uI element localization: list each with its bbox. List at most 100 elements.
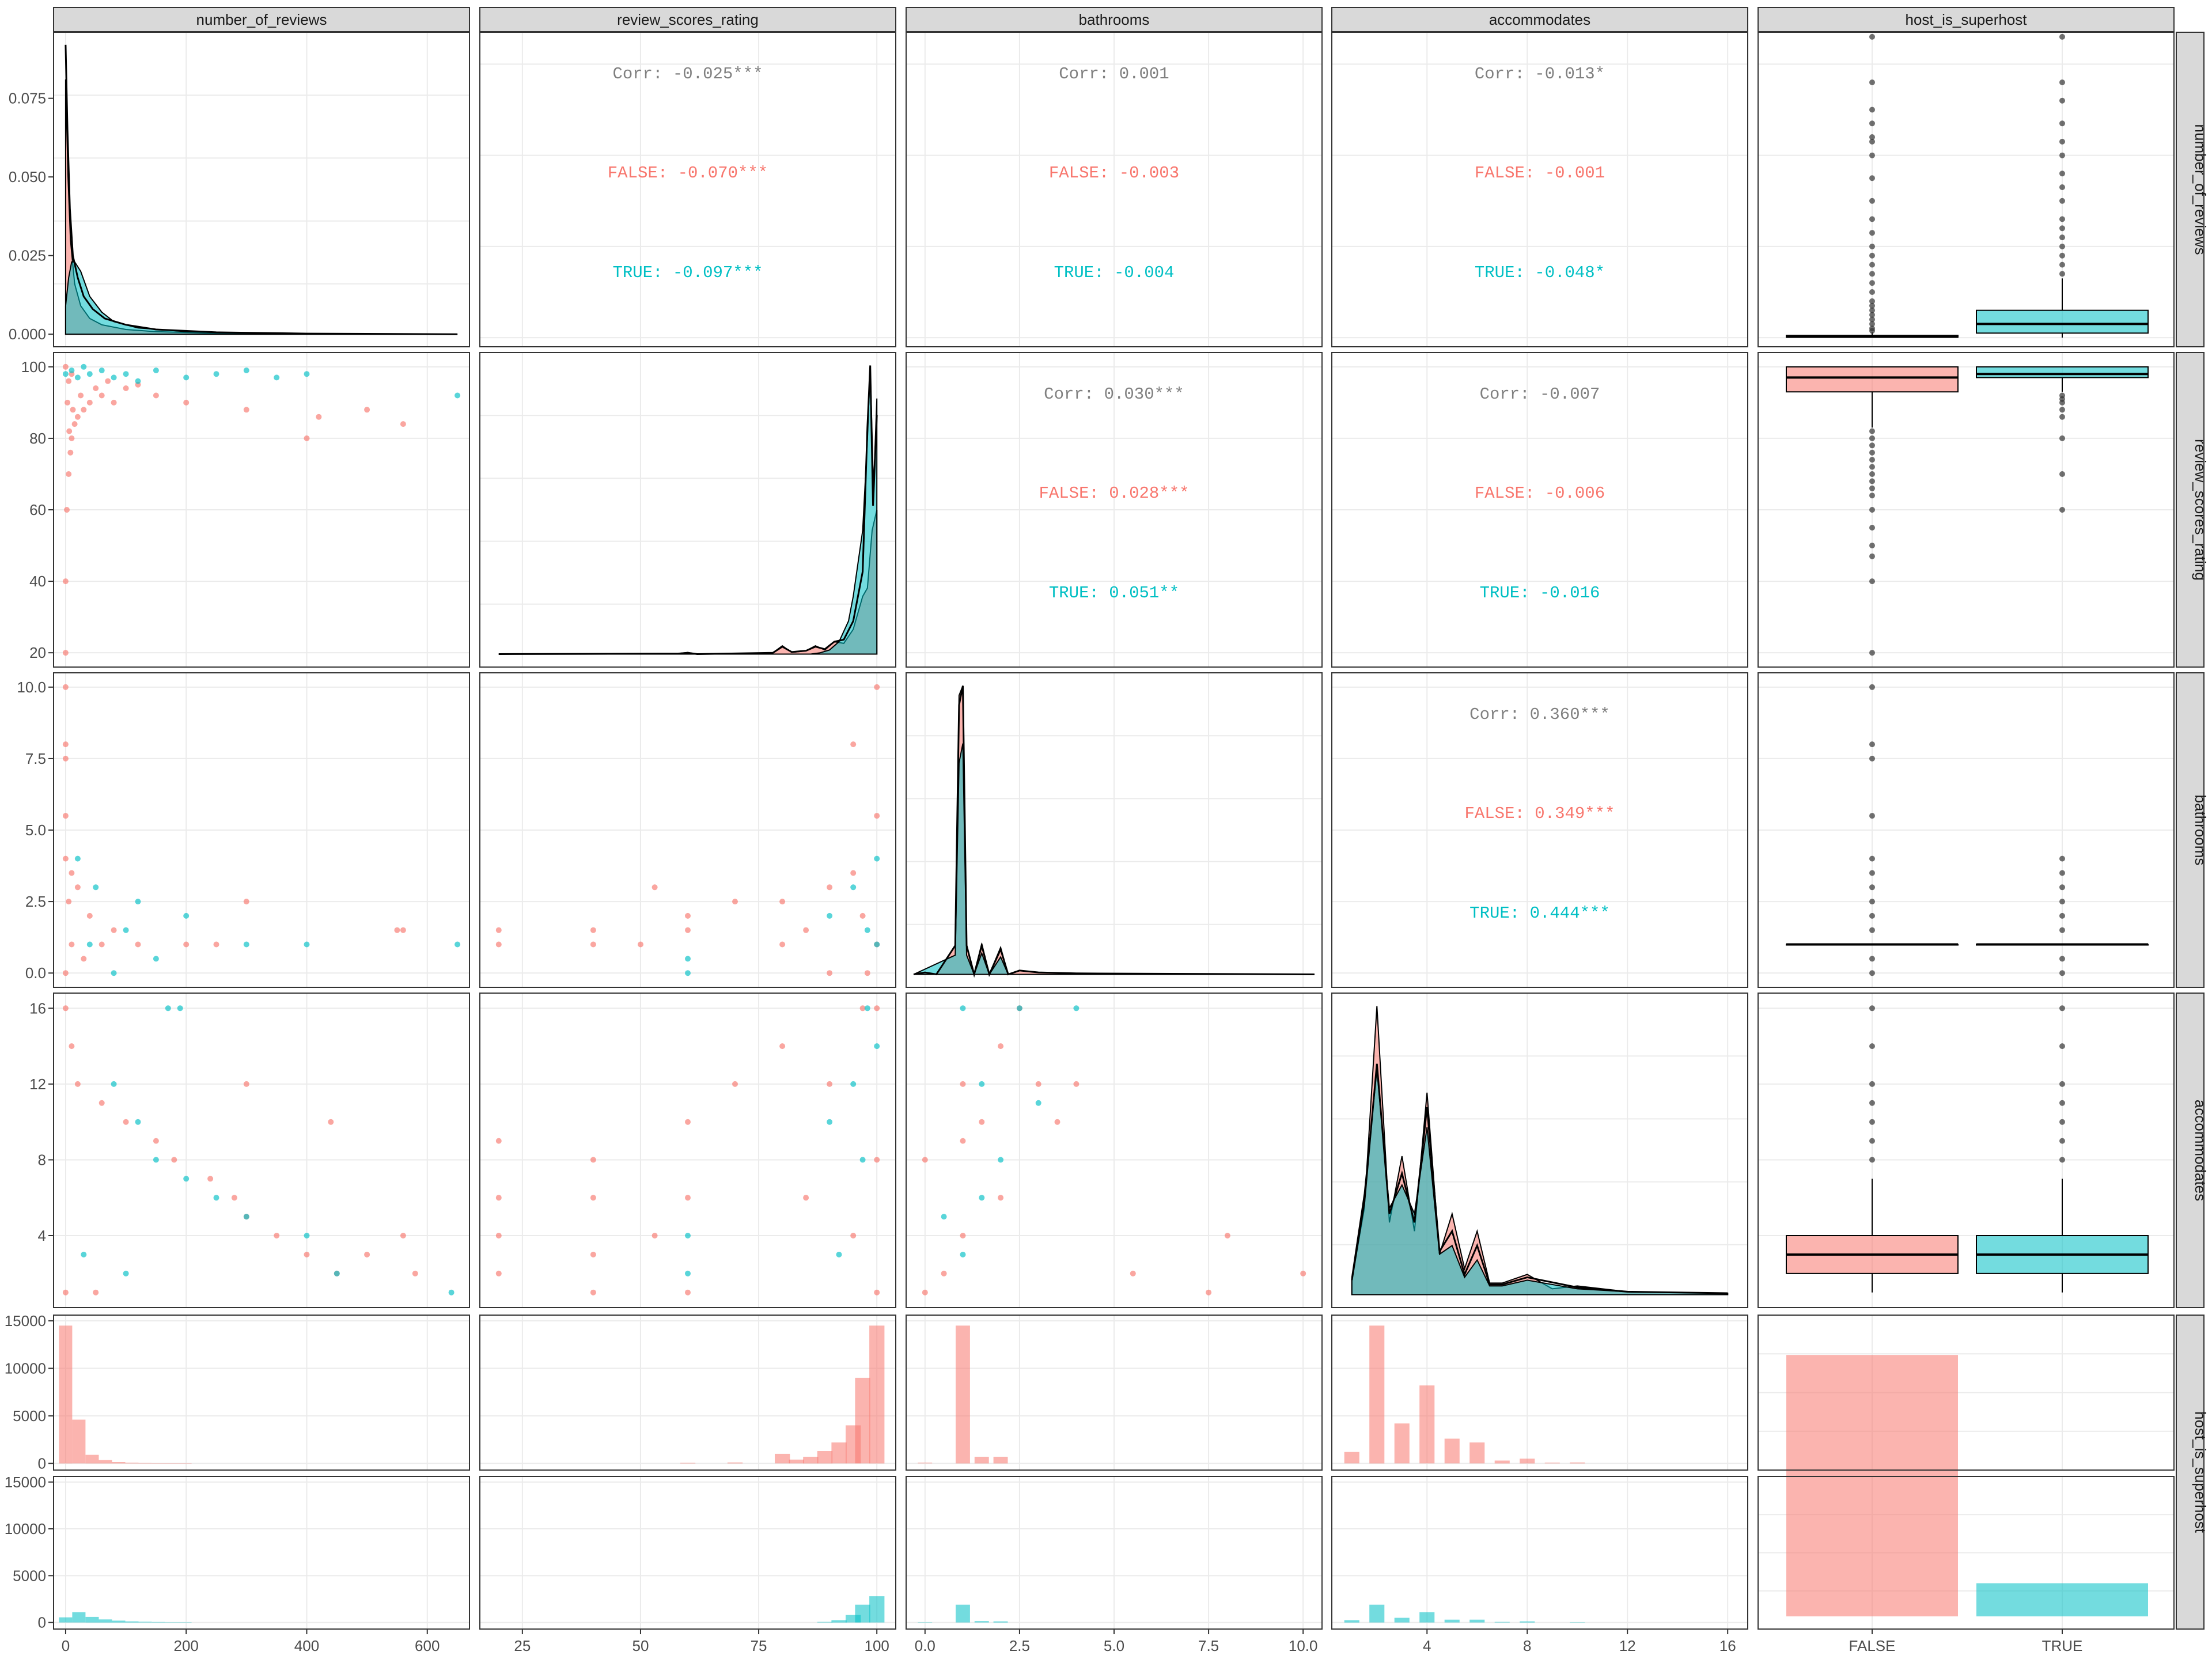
- boxplot-outlier: [2059, 243, 2065, 249]
- scatter-point: [364, 1251, 370, 1257]
- scatter-point: [590, 927, 596, 933]
- boxplot-outlier: [1869, 1081, 1875, 1087]
- row-strip: [2176, 672, 2205, 988]
- boxplot-outlier: [1869, 175, 1875, 181]
- scatter-point: [99, 941, 105, 948]
- boxplot-outlier: [1869, 1005, 1875, 1012]
- scatter-point: [316, 414, 322, 420]
- scatter-point: [495, 1195, 502, 1201]
- boxplot-outlier: [2059, 435, 2065, 441]
- x-axis-tick-label: 16: [1719, 1637, 1736, 1654]
- boxplot-outlier: [1869, 650, 1875, 656]
- panel-border: [906, 672, 1323, 988]
- scatter-point: [304, 941, 310, 948]
- y-axis-tick-label: 0: [38, 1455, 46, 1472]
- boxplot-outlier: [1869, 755, 1875, 762]
- scatter-point: [979, 1081, 985, 1087]
- scatter-point: [153, 1157, 159, 1163]
- boxplot-outlier: [1869, 525, 1875, 531]
- scatter-point: [274, 374, 280, 381]
- scatter-point: [243, 899, 249, 905]
- boxplot-outlier: [1869, 507, 1875, 513]
- histogram-bar: [1369, 1604, 1385, 1623]
- scatter-point: [105, 378, 111, 384]
- boxplot-outlier: [1869, 307, 1875, 313]
- histogram-bar: [72, 1419, 86, 1464]
- histogram-bar: [831, 1442, 847, 1464]
- histogram-bar: [727, 1462, 743, 1464]
- scatter-point: [123, 371, 129, 377]
- panel-border: [1758, 672, 2175, 988]
- panel-border: [1758, 1315, 2175, 1471]
- corr-text-overall: Corr: 0.360***: [1469, 705, 1610, 724]
- histogram-bar: [1520, 1621, 1535, 1623]
- boxplot-outlier: [1869, 302, 1875, 309]
- boxplot-outlier: [1869, 464, 1875, 470]
- x-axis-tick-label: 600: [415, 1637, 440, 1654]
- y-axis-tick-label: 20: [29, 644, 46, 661]
- histogram-bar: [775, 1453, 790, 1464]
- histogram-bar: [125, 1621, 139, 1623]
- boxplot-outlier: [1869, 741, 1875, 748]
- scatter-point: [274, 1233, 280, 1238]
- y-axis-tick-label: 10.0: [17, 679, 46, 696]
- panel-border: [1758, 1476, 2175, 1630]
- scatter-point: [874, 1289, 880, 1296]
- histogram-bar: [1469, 1442, 1485, 1464]
- scatter-point: [69, 368, 75, 373]
- scatter-point: [99, 1100, 105, 1106]
- boxplot-outlier: [1869, 216, 1875, 222]
- boxplot-outlier: [1869, 298, 1875, 304]
- histogram-bar: [85, 1455, 99, 1464]
- histogram-bar: [112, 1462, 126, 1464]
- column-strip: [479, 7, 896, 32]
- scatter-point: [803, 927, 809, 933]
- x-axis-tick-label: 400: [294, 1637, 319, 1654]
- scatter-point: [827, 912, 833, 919]
- scatter-point: [859, 1157, 866, 1163]
- scatter-point: [454, 392, 461, 399]
- scatter-point: [874, 1157, 880, 1163]
- boxplot-outlier: [2059, 927, 2065, 933]
- corr-text-true: TRUE: -0.004: [1054, 263, 1175, 282]
- scatter-point: [111, 374, 117, 381]
- panel-border: [53, 1315, 470, 1471]
- scatter-point: [183, 912, 190, 919]
- boxplot-box: [1976, 366, 2149, 378]
- scatter-point: [62, 578, 69, 585]
- scatter-point: [304, 1251, 310, 1257]
- scatter-point: [74, 855, 81, 862]
- corr-text-true: TRUE: -0.048*: [1475, 263, 1605, 282]
- scatter-point: [850, 741, 857, 748]
- scatter-point: [93, 1289, 99, 1296]
- scatter-point: [123, 385, 129, 391]
- boxplot-outlier: [1869, 271, 1875, 277]
- histogram-bar: [680, 1463, 696, 1464]
- corr-text-false: FALSE: -0.001: [1475, 164, 1605, 183]
- scatter-point: [1054, 1119, 1060, 1125]
- boxplot-outlier: [2059, 97, 2065, 104]
- scatter-point: [213, 371, 219, 377]
- corr-text-true: TRUE: 0.444***: [1469, 904, 1610, 923]
- scatter-point: [183, 399, 190, 406]
- scatter-point: [123, 927, 129, 933]
- histogram-bar: [99, 1619, 112, 1623]
- histogram-bar: [1494, 1460, 1510, 1464]
- panel-border: [1758, 32, 2175, 347]
- histogram-bar: [178, 1463, 192, 1464]
- scatter-point: [495, 941, 502, 948]
- histogram-bar: [112, 1620, 126, 1623]
- scatter-point: [74, 1081, 81, 1087]
- y-axis-tick-label: 5000: [13, 1567, 46, 1584]
- y-axis-tick-label: 80: [29, 430, 46, 447]
- column-strip: [1331, 7, 1748, 32]
- histogram-bar: [59, 1617, 73, 1623]
- scatter-point: [81, 363, 87, 370]
- scatter-point: [243, 941, 249, 948]
- scatter-point: [153, 1138, 159, 1144]
- scatter-point: [177, 1005, 183, 1012]
- boxplot-outlier: [1869, 138, 1875, 145]
- scatter-point: [328, 1119, 334, 1125]
- scatter-point: [67, 449, 74, 456]
- boxplot-box: [1786, 366, 1959, 393]
